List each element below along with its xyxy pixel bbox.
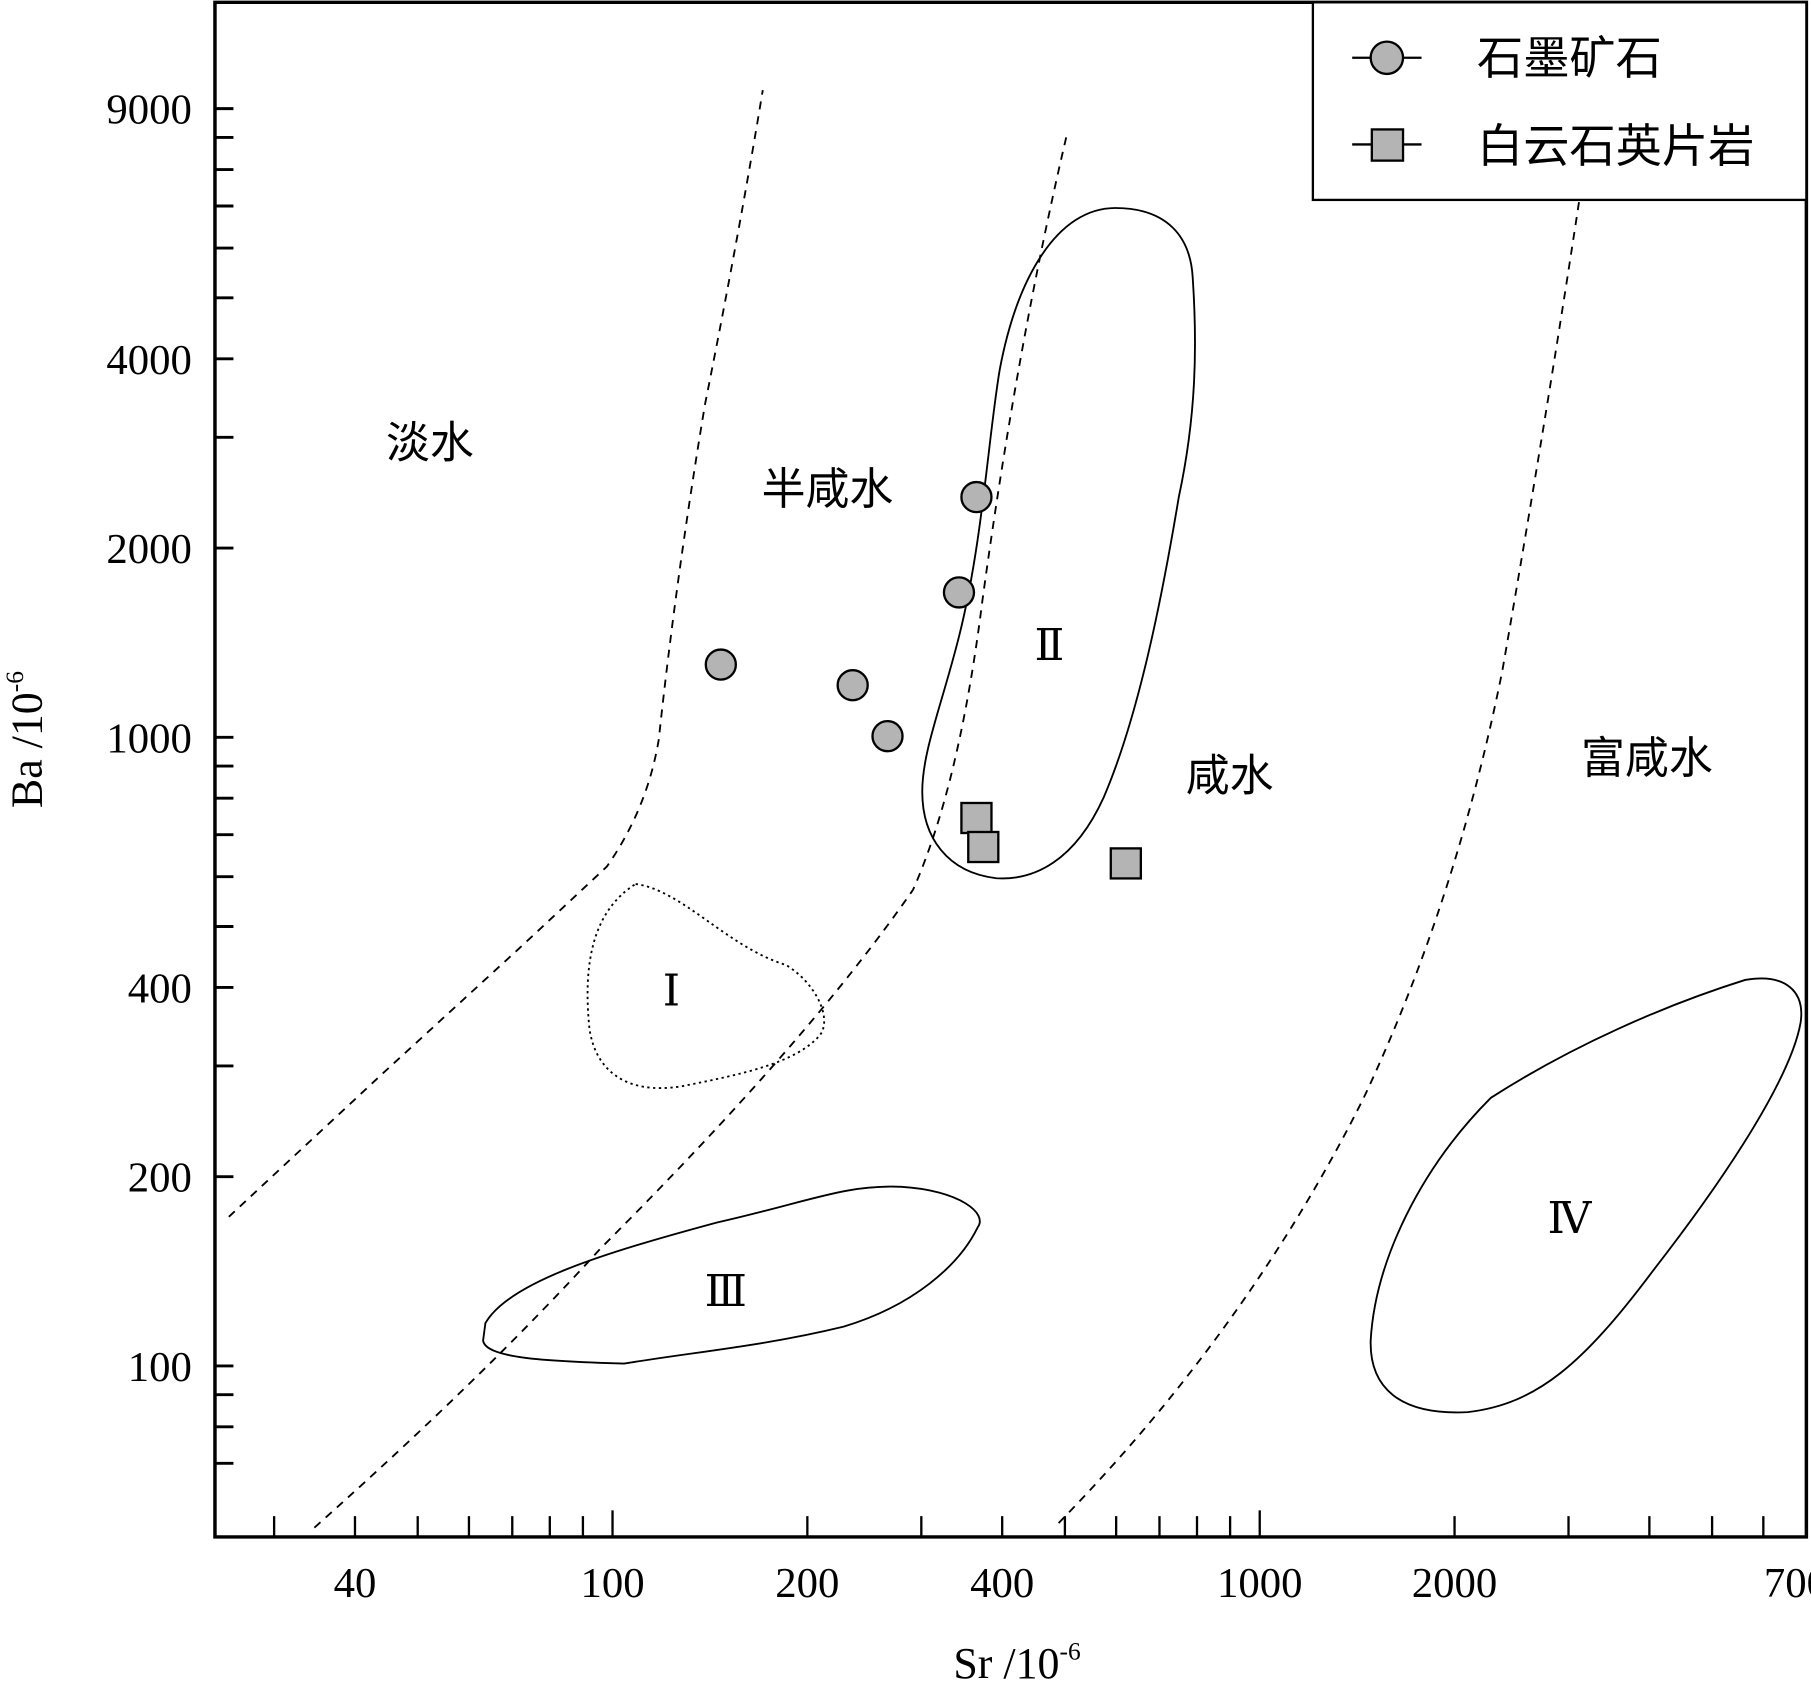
region-III-outline [482, 1185, 981, 1365]
graphite-ore-point [871, 719, 904, 753]
graphite-ore-point [942, 576, 976, 609]
boundary-saline-hypersaline [1057, 173, 1585, 1524]
y-tick-label: 400 [128, 965, 192, 1012]
graphite-ore-point [704, 648, 737, 681]
region-II-outline [921, 207, 1196, 880]
y-tick-label: 200 [128, 1155, 192, 1202]
x-tick-label: 7000 [1764, 1560, 1811, 1607]
y-tick-label: 100 [128, 1344, 192, 1391]
y-tick-label: 4000 [106, 337, 192, 384]
x-tick-label: 1000 [1217, 1560, 1303, 1607]
region-label-II: Ⅱ [1034, 622, 1064, 670]
zone-label-saline: 咸水 [1186, 752, 1274, 800]
x-tick-label: 2000 [1412, 1560, 1498, 1607]
region-label-III: Ⅲ [705, 1268, 747, 1316]
zone-label-brackish: 半咸水 [762, 466, 894, 514]
x-tick-label: 100 [580, 1560, 644, 1607]
y-tick-label: 9000 [106, 87, 192, 134]
legend-circle-icon [1369, 40, 1405, 76]
graphite-ore-point [960, 480, 993, 514]
zone-label-hypersaline: 富咸水 [1581, 734, 1713, 783]
x-axis-title: Sr /10-6 [953, 1637, 1080, 1686]
axes-frame [213, 0, 1809, 1539]
y-axis-title: Ba /10-6 [1, 671, 51, 808]
y-tick-label: 1000 [106, 715, 192, 762]
y-tick-label: 2000 [106, 526, 192, 573]
boundary-brackish-saline [313, 134, 1068, 1529]
region-I-outline [586, 883, 826, 1089]
region-label-I: Ⅰ [663, 967, 680, 1015]
graphite-ore-point [836, 669, 869, 702]
legend-label-graphite-ore: 石墨矿石 [1477, 33, 1662, 84]
legend: 石墨矿石 白云石英片岩 [1311, 1, 1808, 202]
boundary-fresh-brackish [228, 89, 764, 1218]
dolomite-quartz-schist-point [960, 801, 993, 835]
region-label-IV: Ⅳ [1548, 1195, 1593, 1243]
dolomite-quartz-schist-point [1109, 847, 1142, 880]
dolomite-quartz-schist-point [967, 830, 1000, 864]
legend-label-dolomite-quartz-schist: 白云石英片岩 [1477, 121, 1754, 172]
zone-label-fresh: 淡水 [386, 420, 474, 468]
x-tick-label: 200 [775, 1560, 839, 1607]
x-tick-label: 400 [970, 1560, 1034, 1607]
region-IV-outline [1369, 977, 1803, 1414]
legend-square-icon [1370, 128, 1405, 162]
x-tick-label: 40 [334, 1560, 377, 1607]
